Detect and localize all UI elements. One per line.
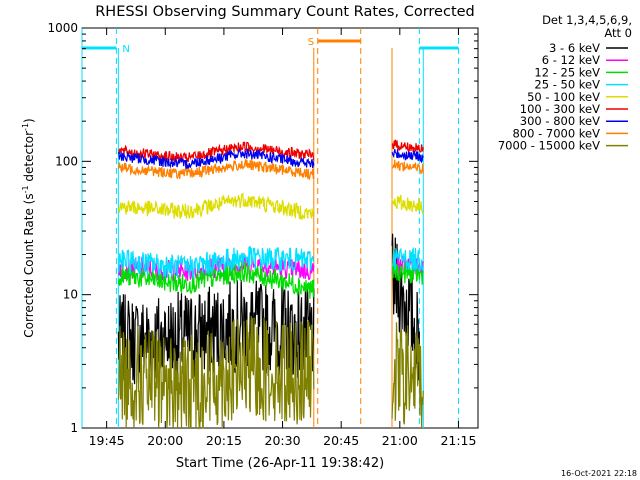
flag-layer: NS (81, 28, 459, 428)
x-axis-label: Start Time (26-Apr-11 19:38:42) (176, 456, 384, 471)
series-line (391, 260, 424, 285)
series-line (391, 159, 424, 176)
legend-label: 7000 - 15000 keV (498, 139, 600, 153)
series-line (117, 158, 315, 181)
series-line (391, 139, 424, 155)
x-tick-label: 20:15 (206, 433, 242, 448)
legend-label: 6 - 12 keV (542, 53, 600, 67)
y-axis-label: Corrected Count Rate (s-1 detector-1) (21, 118, 36, 337)
series-line (391, 194, 424, 216)
legend-label: 100 - 300 keV (520, 102, 600, 116)
x-tick-label: 21:00 (382, 433, 418, 448)
x-tick-label: 19:45 (89, 433, 125, 448)
legend-label: 25 - 50 keV (534, 78, 600, 92)
series-line (391, 322, 424, 429)
legend-label: 800 - 7000 keV (512, 126, 600, 140)
series-line (117, 254, 315, 282)
series-line (117, 147, 315, 170)
series-line (391, 149, 424, 164)
y-axis-label-mid: detector (22, 131, 36, 186)
legend-label: 300 - 800 keV (520, 114, 600, 128)
legend-label: 12 - 25 keV (534, 65, 600, 79)
series-layer (117, 48, 424, 430)
series-line (117, 245, 315, 280)
axes-layer: 19:45 20:00 20:15 20:30 20:45 21:00 21:15 1 10 10… (47, 21, 478, 448)
legend-label: 3 - 6 keV (549, 41, 600, 55)
x-tick-label: 21:15 (440, 433, 476, 448)
x-tick-label: 20:30 (265, 433, 301, 448)
y-tick-label: 1000 (47, 21, 78, 35)
y-axis-label-sup2: -1 (21, 123, 30, 131)
series-line (117, 316, 315, 430)
x-tick-label: 20:00 (147, 433, 183, 448)
flag-label: S (308, 37, 314, 48)
series-line (117, 192, 315, 220)
y-tick-label: 10 (63, 288, 78, 302)
y-tick-label: 100 (55, 154, 78, 168)
flag-label: N (122, 44, 129, 55)
y-tick-label: 1 (70, 421, 78, 435)
series-line (118, 141, 315, 164)
y-axis-label-end: ) (22, 118, 36, 123)
y-axis-label-sup1: -1 (21, 185, 30, 193)
series-line (117, 259, 315, 299)
series-line (391, 246, 424, 272)
legend-header-line2: Att 0 (604, 26, 632, 40)
x-tick-label: 20:45 (323, 433, 359, 448)
timestamp: 16-Oct-2021 22:18 (561, 469, 637, 478)
chart-title: RHESSI Observing Summary Count Rates, Co… (95, 4, 475, 20)
legend-label: 50 - 100 keV (527, 90, 600, 104)
legend-header-line1: Det 1,3,4,5,6,9, (542, 13, 632, 27)
y-axis-label-main: Corrected Count Rate (s (22, 193, 36, 337)
